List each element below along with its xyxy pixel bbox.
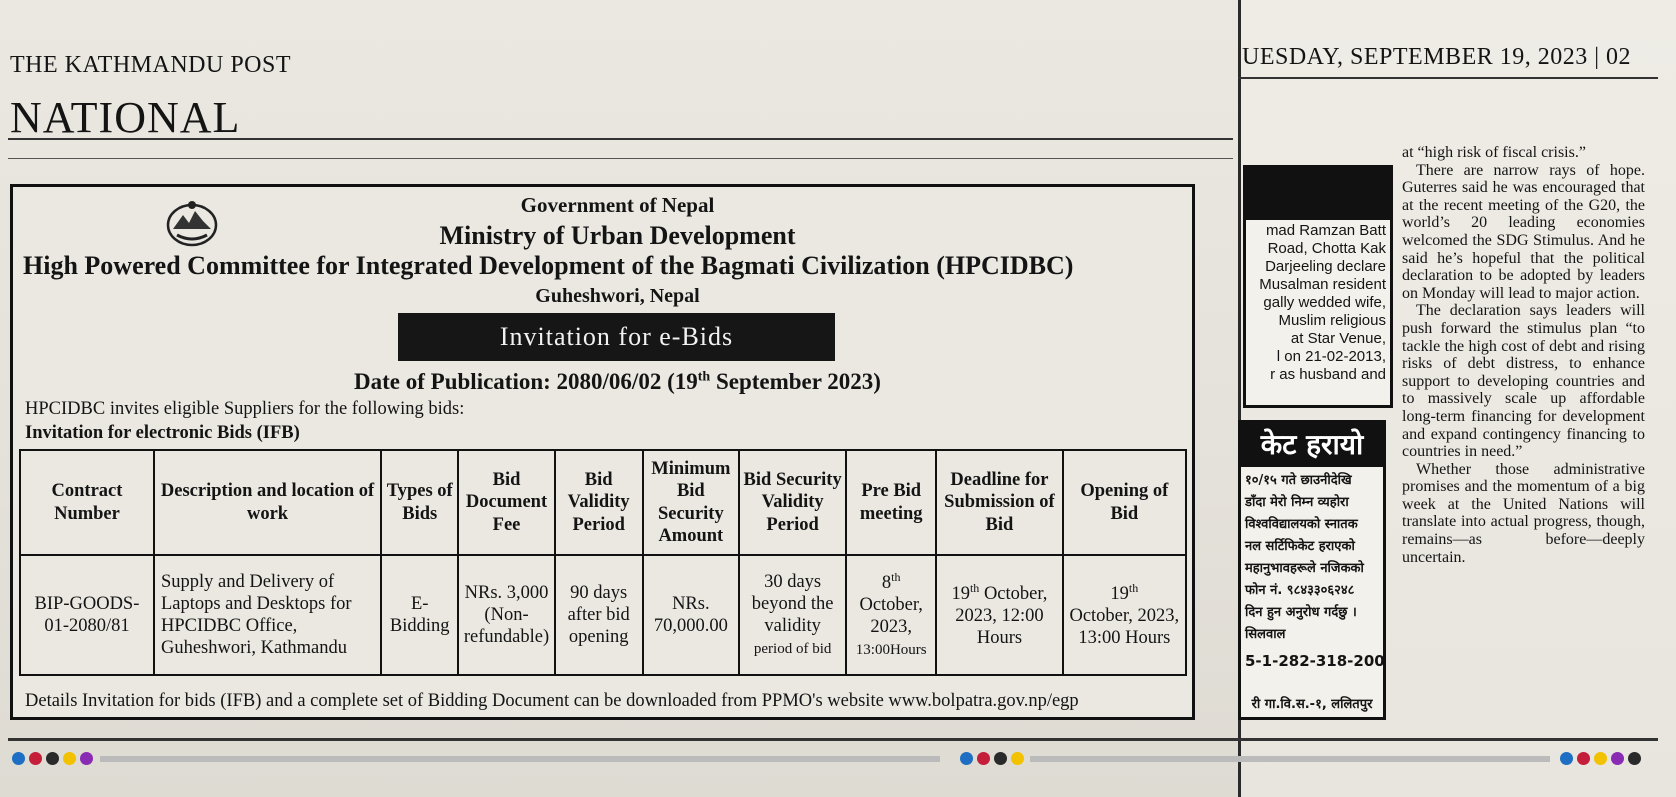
lost-ad-body: १०/१५ गते छाउनीदेखि डाँदा मेरो निम्न व्य… — [1241, 467, 1386, 717]
color-dot — [960, 752, 973, 765]
notice-title: Invitation for e-Bids — [398, 313, 835, 361]
notice-intro: HPCIDBC invites eligible Suppliers for t… — [25, 399, 465, 419]
paper-name: THE KATHMANDU POST — [10, 52, 292, 78]
color-dot — [1628, 752, 1641, 765]
color-dots-right — [1560, 752, 1641, 765]
notice-ministry: Ministry of Urban Development — [439, 221, 796, 250]
color-dot — [63, 752, 76, 765]
col-security-header: Minimum Bid Security Amount — [641, 449, 741, 556]
color-dot — [1577, 752, 1590, 765]
color-dot — [1560, 752, 1573, 765]
color-dots-left — [12, 752, 93, 765]
cell-fee: NRs. 3,000 (Non-refundable) — [457, 554, 556, 676]
color-dots-middle — [960, 752, 1024, 765]
color-dot — [12, 752, 25, 765]
cell-opening: 19th October, 2023, 13:00 Hours — [1061, 554, 1188, 676]
footer-dash-line — [1030, 756, 1550, 762]
color-dot — [977, 752, 990, 765]
side-ad-header-block — [1246, 168, 1390, 220]
cell-prebid: 8th October, 2023, 13:00Hours — [845, 554, 938, 676]
notice-gov: Government of Nepal — [520, 193, 715, 217]
bids-table: Contract Number Description and location… — [19, 449, 1188, 676]
lost-certificate-ad: केट हरायो १०/१५ गते छाउनीदेखि डाँदा मेरो… — [1238, 420, 1386, 720]
article-paragraph: Whether those administrative promises an… — [1402, 460, 1645, 566]
article-paragraph: There are narrow rays of hope. Guterres … — [1402, 161, 1645, 302]
lost-ad-heading: केट हरायो — [1241, 423, 1383, 467]
col-prebid-header: Pre Bid meeting — [845, 449, 938, 556]
notice-committee: High Powered Committee for Integrated De… — [23, 251, 1074, 280]
masthead-rule — [8, 138, 1233, 140]
table-row: BIP-GOODS-01-2080/81 Supply and Delivery… — [19, 554, 1188, 676]
article-paragraph: at “high risk of fiscal crisis.” — [1402, 144, 1586, 161]
col-validity-header: Bid Validity Period — [553, 449, 644, 556]
footer-dash-line — [100, 756, 940, 762]
notice-location: Guheshwori, Nepal — [535, 285, 700, 307]
cell-sec-validity: 30 days beyond the validity period of bid — [738, 554, 848, 676]
cell-deadline: 19th October, 2023, 12:00 Hours — [935, 554, 1064, 676]
color-dot — [1011, 752, 1024, 765]
ifb-heading: Invitation for electronic Bids (IFB) — [25, 423, 300, 443]
color-dot — [1594, 752, 1607, 765]
date-line: UESDAY, SEPTEMBER 19, 2023 | 02 — [1238, 44, 1658, 79]
article-paragraph: The declaration says leaders will push f… — [1402, 302, 1645, 461]
color-dot — [80, 752, 93, 765]
lost-ad-footer: री गा.वि.स.-१, ललितपुर — [1251, 697, 1373, 712]
notice-footer: Details Invitation for bids (IFB) and a … — [25, 691, 1079, 711]
side-ad-declaration: mad Ramzan Batt Road, Chotta Kak Darjeel… — [1243, 165, 1393, 408]
col-sec-validity-header: Bid Security Validity Period — [738, 449, 848, 556]
col-fee-header: Bid Document Fee — [457, 449, 556, 556]
cell-contract: BIP-GOODS-01-2080/81 — [19, 554, 155, 676]
color-dot — [46, 752, 59, 765]
nepal-emblem-icon — [166, 201, 218, 247]
bottom-rule — [8, 738, 1658, 741]
col-desc-header: Description and location of work — [152, 449, 383, 556]
lost-ad-phone: 5-1-282-318-2007 — [1245, 652, 1386, 670]
side-ad-text: mad Ramzan Batt Road, Chotta Kak Darjeel… — [1259, 222, 1386, 383]
cell-validity: 90 days after bid opening — [553, 554, 644, 676]
table-header-row: Contract Number Description and location… — [19, 449, 1188, 556]
publication-date: Date of Publication: 2080/06/02 (19th Se… — [354, 369, 881, 394]
masthead-rule-secondary — [8, 158, 1233, 159]
bid-notice: Government of Nepal Ministry of Urban De… — [10, 184, 1195, 720]
color-dot — [29, 752, 42, 765]
cell-desc: Supply and Delivery of Laptops and Deskt… — [152, 554, 383, 676]
section-title: NATIONAL — [10, 93, 241, 142]
cell-security: NRs. 70,000.00 — [641, 554, 741, 676]
article-column: at “high risk of fiscal crisis.” There a… — [1402, 144, 1645, 566]
cell-type: E-Bidding — [380, 554, 460, 676]
color-dot — [994, 752, 1007, 765]
col-opening-header: Opening of Bid — [1061, 449, 1188, 556]
col-deadline-header: Deadline for Submission of Bid — [935, 449, 1064, 556]
color-dot — [1611, 752, 1624, 765]
col-type-header: Types of Bids — [380, 449, 460, 556]
col-contract-header: Contract Number — [19, 449, 155, 556]
